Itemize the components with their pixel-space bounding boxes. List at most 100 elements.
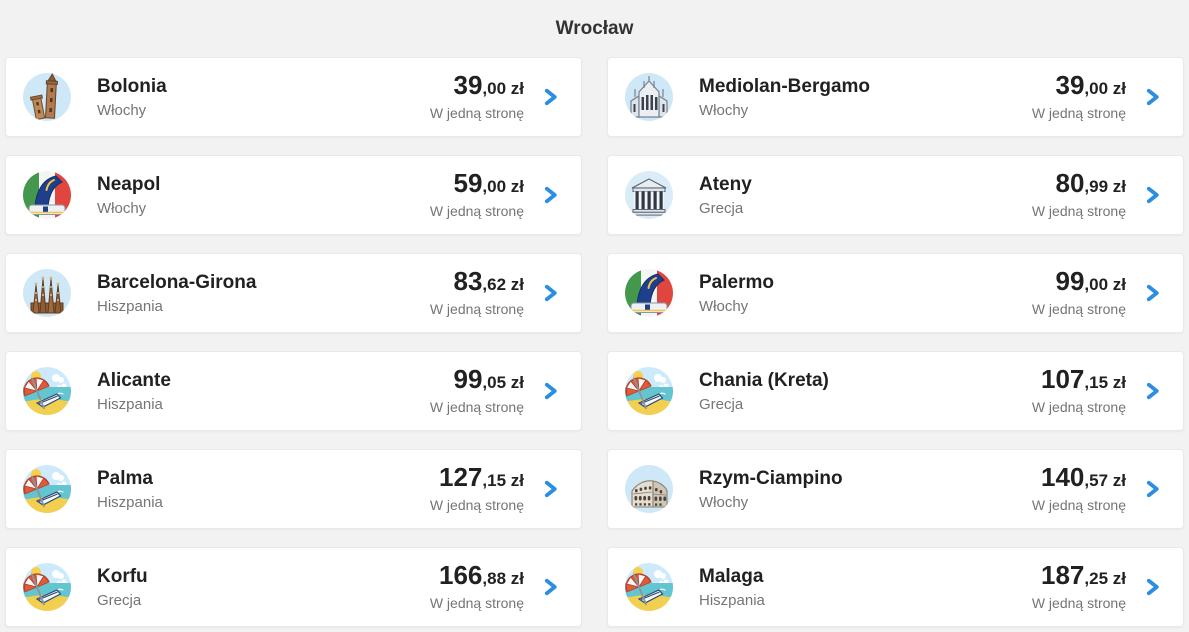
destination-card[interactable]: Ateny Grecja 80,99 zł W jedną stronę: [607, 155, 1184, 235]
price-main: 59: [453, 168, 483, 198]
price-decimals-currency: ,15 zł: [1084, 373, 1126, 392]
destination-name: Neapol: [97, 173, 161, 195]
chevron-right-icon[interactable]: [1143, 183, 1163, 207]
destination-country: Włochy: [97, 101, 147, 119]
page-title: Wrocław: [555, 18, 634, 39]
destination-info: Neapol Włochy: [97, 173, 160, 218]
price: 127,15 zł: [430, 464, 524, 495]
beach-icon: [23, 563, 71, 611]
price: 187,25 zł: [1032, 562, 1126, 593]
destination-info: Rzym-Ciampino Włochy: [699, 467, 843, 512]
price-decimals-currency: ,00 zł: [1084, 79, 1126, 98]
destination-card[interactable]: Barcelona-Girona Hiszpania 83,62 zł W je…: [5, 253, 582, 333]
destination-name: Alicante: [97, 369, 171, 391]
destination-country: Hiszpania: [97, 395, 163, 413]
price-decimals-currency: ,00 zł: [1084, 275, 1126, 294]
destination-info: Mediolan-Bergamo Włochy: [699, 75, 870, 120]
price-main: 166: [439, 560, 483, 590]
destination-info: Ateny Grecja: [699, 173, 752, 218]
destination-info: Palermo Włochy: [699, 271, 774, 316]
price: 39,00 zł: [430, 72, 524, 103]
price-block: 83,62 zł W jedną stronę: [430, 268, 524, 318]
destination-card[interactable]: Malaga Hiszpania 187,25 zł W jedną stron…: [607, 547, 1184, 627]
destination-country: Hiszpania: [97, 493, 163, 511]
destination-card[interactable]: Neapol Włochy 59,00 zł W jedną stronę: [5, 155, 582, 235]
destination-card[interactable]: Rzym-Ciampino Włochy 140,57 zł W jedną s…: [607, 449, 1184, 529]
destination-card[interactable]: Palma Hiszpania 127,15 zł W jedną stronę: [5, 449, 582, 529]
chevron-right-icon[interactable]: [1143, 477, 1163, 501]
price-main: 39: [1055, 70, 1085, 100]
one-way-label: W jedną stronę: [429, 497, 524, 513]
chevron-right-icon[interactable]: [1143, 575, 1163, 599]
beach-icon: [625, 367, 673, 415]
price-main: 80: [1055, 168, 1085, 198]
price-decimals-currency: ,05 zł: [482, 373, 524, 392]
destination-card[interactable]: Mediolan-Bergamo Włochy 39,00 zł W jedną…: [607, 57, 1184, 137]
destination-card[interactable]: Chania (Kreta) Grecja 107,15 zł W jedną …: [607, 351, 1184, 431]
parthenon-icon: [625, 171, 673, 219]
price-decimals-currency: ,15 zł: [482, 471, 524, 490]
destination-info: Palma Hiszpania: [97, 467, 163, 512]
price-decimals-currency: ,00 zł: [482, 177, 524, 196]
destination-card[interactable]: Palermo Włochy 99,00 zł W jedną stronę: [607, 253, 1184, 333]
destination-name: Barcelona-Girona: [97, 271, 257, 293]
one-way-label: W jedną stronę: [1031, 497, 1126, 513]
price-main: 99: [1055, 266, 1085, 296]
price-block: 127,15 zł W jedną stronę: [430, 464, 524, 514]
chevron-right-icon[interactable]: [541, 477, 561, 501]
price-decimals-currency: ,99 zł: [1084, 177, 1126, 196]
destination-country: Hiszpania: [699, 591, 765, 609]
destination-country: Grecja: [699, 395, 744, 413]
price-decimals-currency: ,57 zł: [1084, 471, 1126, 490]
sagrada-familia-icon: [23, 269, 71, 317]
price-main: 107: [1041, 364, 1085, 394]
chevron-right-icon[interactable]: [541, 575, 561, 599]
price-block: 80,99 zł W jedną stronę: [1032, 170, 1126, 220]
destination-name: Mediolan-Bergamo: [699, 75, 871, 97]
price-main: 39: [453, 70, 483, 100]
one-way-label: W jedną stronę: [429, 595, 524, 611]
destination-card[interactable]: Alicante Hiszpania 99,05 zł W jedną stro…: [5, 351, 582, 431]
beach-icon: [625, 563, 673, 611]
one-way-label: W jedną stronę: [429, 399, 524, 415]
one-way-label: W jedną stronę: [1031, 105, 1126, 121]
one-way-label: W jedną stronę: [429, 203, 524, 219]
price: 99,00 zł: [1032, 268, 1126, 299]
destination-name: Malaga: [699, 565, 764, 587]
destination-country: Grecja: [699, 199, 744, 217]
one-way-label: W jedną stronę: [1031, 203, 1126, 219]
destination-country: Grecja: [97, 591, 142, 609]
destination-name: Rzym-Ciampino: [699, 467, 843, 489]
price-block: 39,00 zł W jedną stronę: [1032, 72, 1126, 122]
price-main: 140: [1041, 462, 1085, 492]
destination-info: Barcelona-Girona Hiszpania: [97, 271, 256, 316]
destination-info: Malaga Hiszpania: [699, 565, 765, 610]
price-main: 187: [1041, 560, 1085, 590]
destination-name: Bolonia: [97, 75, 167, 97]
price: 83,62 zł: [430, 268, 524, 299]
chevron-right-icon[interactable]: [541, 379, 561, 403]
destinations-grid: Bolonia Włochy 39,00 zł W jedną stronę M…: [0, 57, 1189, 627]
one-way-label: W jedną stronę: [429, 105, 524, 121]
chevron-right-icon[interactable]: [1143, 85, 1163, 109]
chevron-right-icon[interactable]: [541, 85, 561, 109]
chevron-right-icon[interactable]: [541, 281, 561, 305]
one-way-label: W jedną stronę: [1031, 301, 1126, 317]
price: 140,57 zł: [1032, 464, 1126, 495]
price: 39,00 zł: [1032, 72, 1126, 103]
destination-card[interactable]: Korfu Grecja 166,88 zł W jedną stronę: [5, 547, 582, 627]
destination-country: Włochy: [97, 199, 147, 217]
destination-info: Bolonia Włochy: [97, 75, 167, 120]
destination-country: Włochy: [699, 297, 749, 315]
destination-card[interactable]: Bolonia Włochy 39,00 zł W jedną stronę: [5, 57, 582, 137]
destination-info: Korfu Grecja: [97, 565, 148, 610]
price-block: 140,57 zł W jedną stronę: [1032, 464, 1126, 514]
plane-tail-italy-icon: [23, 171, 71, 219]
price-block: 99,05 zł W jedną stronę: [430, 366, 524, 416]
chevron-right-icon[interactable]: [541, 183, 561, 207]
one-way-label: W jedną stronę: [429, 301, 524, 317]
price-main: 127: [439, 462, 483, 492]
chevron-right-icon[interactable]: [1143, 379, 1163, 403]
beach-icon: [23, 367, 71, 415]
chevron-right-icon[interactable]: [1143, 281, 1163, 305]
